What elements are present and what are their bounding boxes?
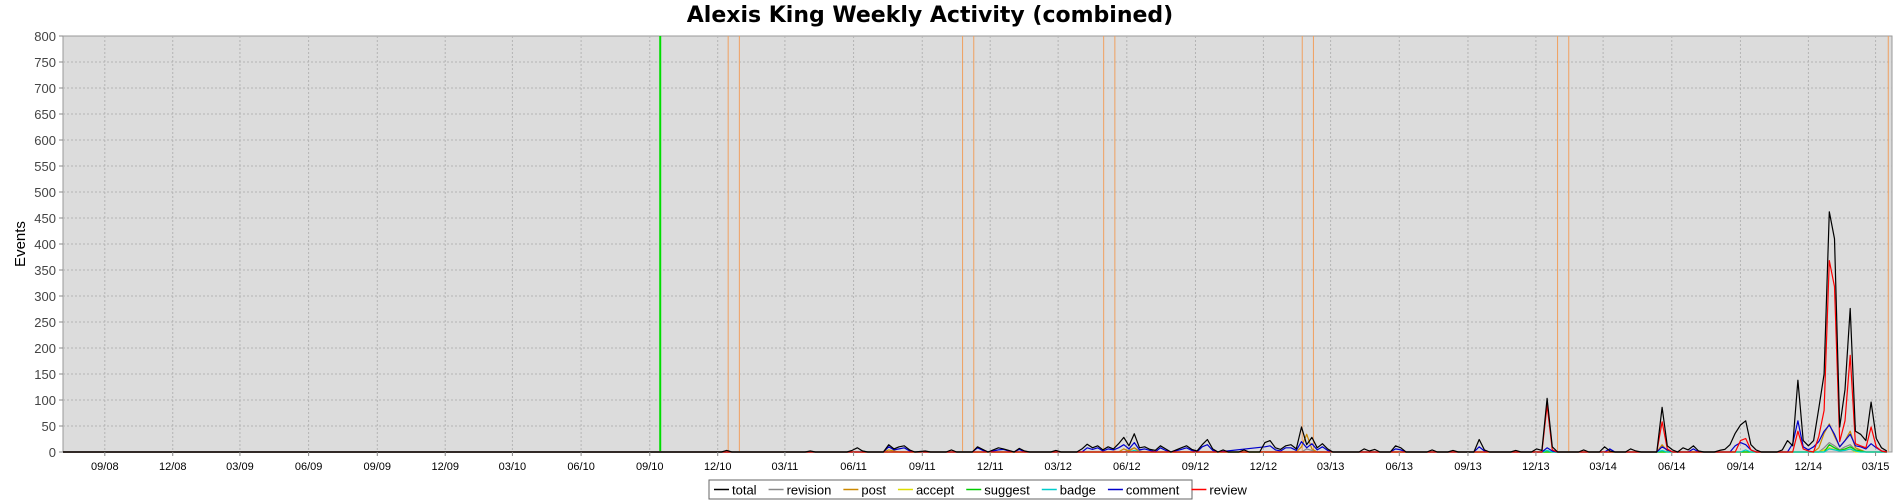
plot-area [62, 35, 1893, 453]
legend-label-comment: comment [1126, 483, 1180, 498]
x-axis: 09/08 12/08 03/09 06/09 09/09 12/09 03/10 06/10… [91, 452, 1889, 473]
y-tick-label: 750 [34, 55, 56, 70]
x-tick-label: 12/12 [1250, 461, 1278, 473]
legend-label-badge: badge [1060, 483, 1096, 498]
x-tick-label: 06/14 [1658, 461, 1686, 473]
y-tick-label: 350 [34, 263, 56, 278]
y-tick-label: 600 [34, 133, 56, 148]
y-tick-label: 550 [34, 159, 56, 174]
x-tick-label: 03/09 [226, 461, 254, 473]
x-tick-label: 09/13 [1454, 461, 1482, 473]
x-tick-label: 03/12 [1044, 461, 1072, 473]
legend-label-suggest: suggest [984, 483, 1030, 498]
y-tick-label: 700 [34, 81, 56, 96]
y-tick-label: 800 [34, 29, 56, 44]
x-tick-label: 09/10 [636, 461, 664, 473]
series-line-suggest [63, 444, 1887, 453]
x-tick-label: 06/13 [1386, 461, 1414, 473]
grid-lines [63, 36, 1892, 452]
x-tick-label: 03/10 [499, 461, 527, 473]
y-tick-label: 0 [49, 445, 56, 460]
x-tick-label: 09/11 [909, 461, 936, 473]
x-tick-label: 06/12 [1113, 461, 1141, 473]
x-tick-label: 12/11 [977, 461, 1004, 473]
legend: total revision post accept suggest badge comme… [708, 479, 1248, 500]
y-tick-label: 250 [34, 315, 56, 330]
y-tick-label: 150 [34, 367, 56, 382]
chart-title: Alexis King Weekly Activity (combined) [687, 3, 1173, 28]
y-tick-label: 100 [34, 393, 56, 408]
x-tick-label: 06/09 [295, 461, 323, 473]
x-tick-label: 12/14 [1795, 461, 1823, 473]
x-tick-label: 09/08 [91, 461, 119, 473]
y-axis-label: Events [12, 221, 29, 267]
series-lines [63, 211, 1888, 453]
y-tick-label: 500 [34, 185, 56, 200]
x-tick-label: 06/11 [840, 461, 867, 473]
legend-label-review: review [1209, 483, 1247, 498]
y-tick-label: 200 [34, 341, 56, 356]
x-tick-label: 12/13 [1522, 461, 1550, 473]
y-tick-label: 400 [34, 237, 56, 252]
legend-label-revision: revision [787, 483, 832, 498]
series-line-total [63, 211, 1888, 453]
x-tick-label: 03/15 [1862, 461, 1890, 473]
legend-label-accept: accept [916, 483, 955, 498]
x-tick-label: 12/10 [704, 461, 732, 473]
legend-label-post: post [861, 483, 886, 498]
x-tick-label: 09/09 [364, 461, 392, 473]
legend-label-total: total [732, 483, 757, 498]
x-tick-label: 03/11 [772, 461, 799, 473]
event-markers [659, 36, 1889, 452]
x-tick-label: 06/10 [567, 461, 595, 473]
y-tick-label: 650 [34, 107, 56, 122]
y-axis: 0 50 100 150 200 250 300 350 400 450 500 550 600 650 7… [34, 29, 63, 460]
x-tick-label: 12/09 [431, 461, 459, 473]
x-tick-label: 09/12 [1182, 461, 1210, 473]
y-tick-label: 50 [42, 419, 56, 434]
x-tick-label: 09/14 [1727, 461, 1755, 473]
y-tick-label: 450 [34, 211, 56, 226]
x-tick-label: 03/13 [1317, 461, 1345, 473]
x-tick-label: 12/08 [159, 461, 187, 473]
x-tick-label: 03/14 [1589, 461, 1617, 473]
y-tick-label: 300 [34, 289, 56, 304]
